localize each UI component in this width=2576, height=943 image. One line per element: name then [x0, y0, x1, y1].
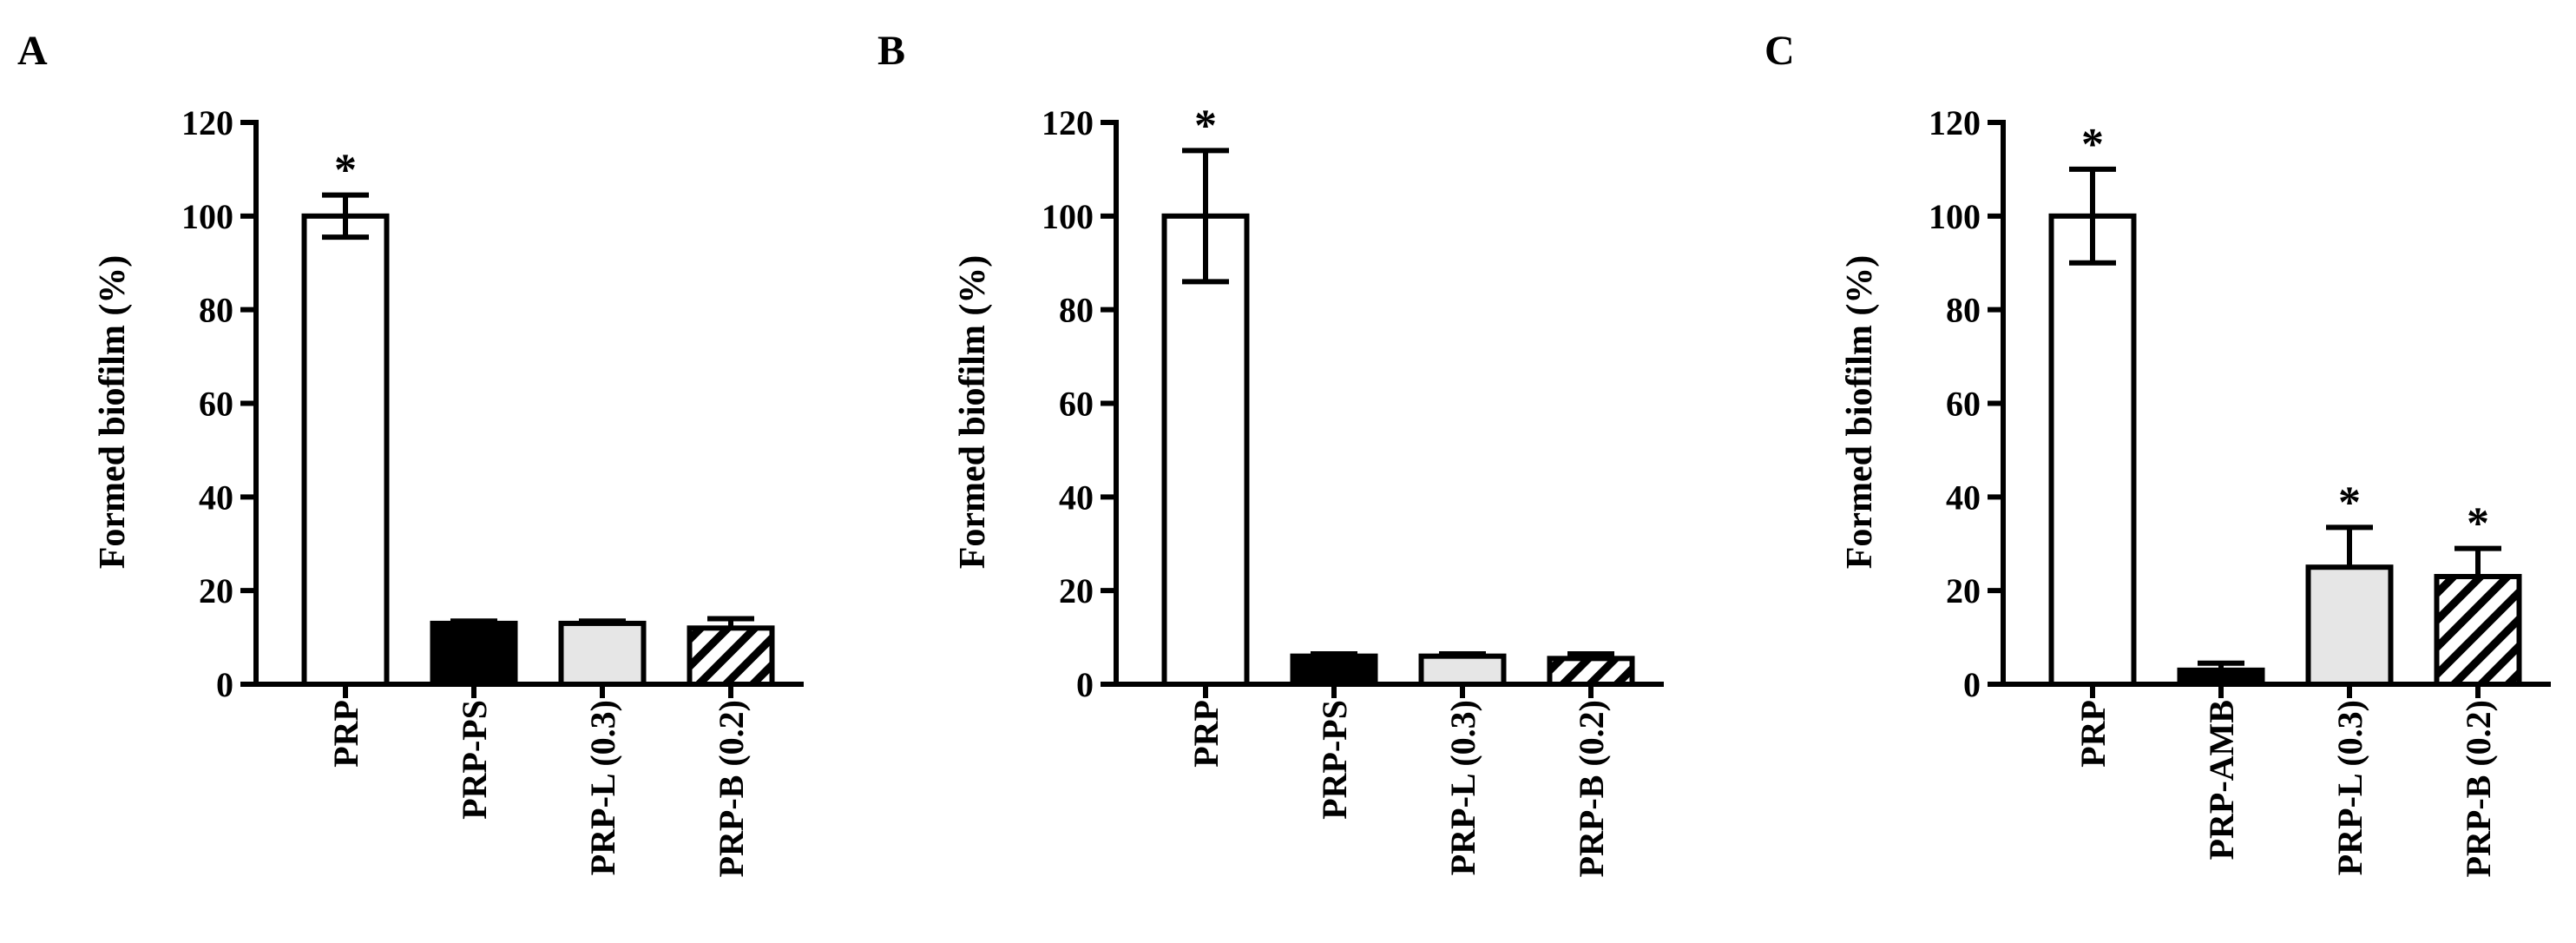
x-tick-label: PRP-B (0.2)	[2459, 700, 2498, 877]
x-tick-label: PRP-PS	[1315, 700, 1354, 820]
y-axis-label: Formed biofilm (%)	[1840, 255, 1880, 570]
y-tick-label: 60	[1946, 385, 1981, 424]
bar	[2305, 564, 2394, 687]
panel-label: C	[1764, 28, 1795, 74]
x-tick-label: PRP-B (0.2)	[712, 700, 751, 877]
y-tick-label: 80	[1946, 291, 1981, 330]
y-tick-label: 20	[1946, 571, 1981, 610]
panel-label: B	[877, 28, 905, 74]
y-tick-label: 0	[216, 665, 233, 704]
y-tick-label: 120	[1929, 103, 1981, 142]
y-tick-label: 120	[1042, 103, 1094, 142]
y-tick-label: 100	[181, 197, 233, 236]
x-tick-label: PRP-L (0.3)	[583, 700, 622, 875]
x-tick-label: PRP-L (0.3)	[1443, 700, 1482, 875]
significance-marker: *	[1194, 101, 1217, 150]
y-axis-label: Formed biofilm (%)	[953, 255, 993, 570]
y-tick-label: 60	[1059, 385, 1094, 424]
y-tick-label: 0	[1076, 665, 1094, 704]
bar	[2048, 213, 2137, 688]
x-tick-label: PRP	[2073, 700, 2113, 768]
x-tick-label: PRP-AMB	[2202, 700, 2241, 860]
significance-marker: *	[2467, 499, 2489, 549]
y-tick-label: 100	[1929, 197, 1981, 236]
bar	[558, 620, 647, 687]
bar	[430, 620, 518, 687]
significance-marker: *	[2338, 478, 2361, 527]
panel-label: A	[17, 28, 48, 74]
y-tick-label: 80	[1059, 291, 1094, 330]
bar	[301, 213, 390, 688]
x-tick-label: PRP-PS	[455, 700, 494, 820]
x-tick-label: PRP	[1186, 700, 1226, 768]
y-tick-label: 100	[1042, 197, 1094, 236]
significance-marker: *	[2081, 120, 2104, 169]
y-axis-label: Formed biofilm (%)	[93, 255, 133, 570]
y-tick-label: 120	[181, 103, 233, 142]
bar	[1290, 653, 1378, 688]
y-tick-label: 20	[1059, 571, 1094, 610]
y-tick-label: 0	[1963, 665, 1981, 704]
bar	[687, 625, 775, 687]
significance-marker: *	[334, 146, 357, 195]
x-tick-label: PRP-B (0.2)	[1572, 700, 1611, 877]
y-tick-label: 40	[1059, 478, 1094, 517]
y-tick-label: 20	[199, 571, 233, 610]
y-tick-label: 60	[199, 385, 233, 424]
y-tick-label: 80	[199, 291, 233, 330]
y-tick-label: 40	[199, 478, 233, 517]
x-tick-label: PRP	[326, 700, 365, 768]
x-tick-label: PRP-L (0.3)	[2330, 700, 2369, 875]
bar	[2434, 573, 2522, 687]
bar	[1547, 656, 1635, 687]
y-tick-label: 40	[1946, 478, 1981, 517]
bar	[1418, 653, 1507, 688]
bar	[1161, 213, 1250, 688]
